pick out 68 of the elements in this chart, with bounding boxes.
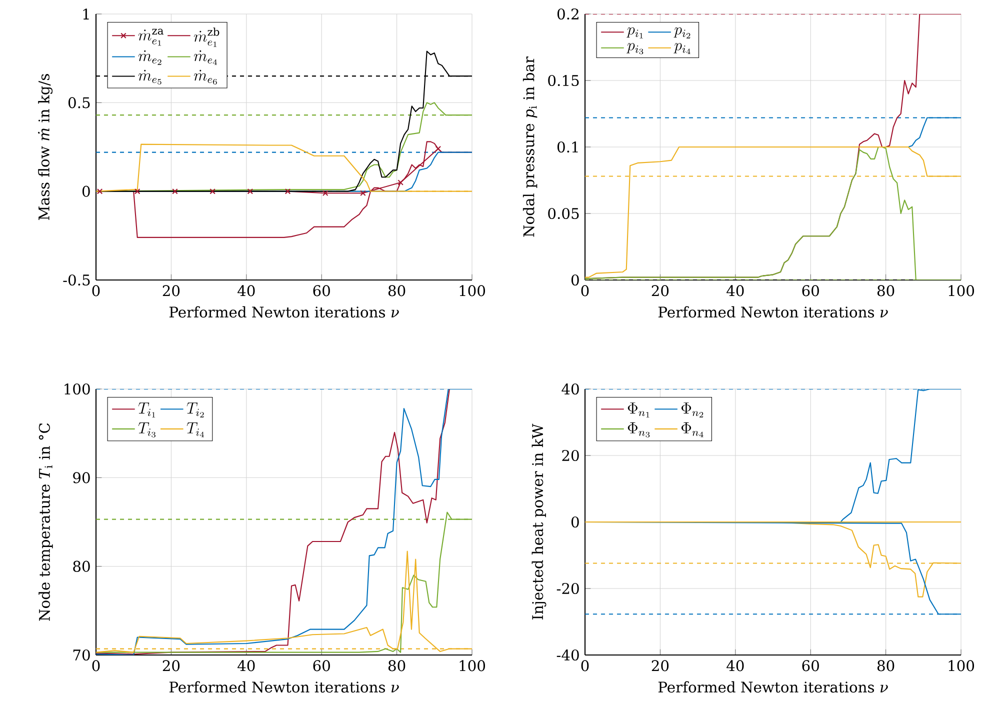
y-axis-title: Mass flow ṁ in kg/s bbox=[38, 74, 53, 220]
x-tick-label: 100 bbox=[460, 660, 486, 672]
x-axis-title: Performed Newton iterations ν bbox=[658, 306, 888, 318]
y-tick-label: 80 bbox=[73, 560, 90, 572]
legend-label: $\dot{m}_{e_6}$ bbox=[194, 70, 217, 85]
x-tick-label: 100 bbox=[948, 285, 974, 296]
x-tick-label: 40 bbox=[238, 285, 255, 296]
y-tick-label: 90 bbox=[73, 472, 90, 484]
x-tick-label: 80 bbox=[388, 285, 406, 296]
x-tick-label: 0 bbox=[581, 285, 589, 296]
y-axis-title: Injected heat power in kW bbox=[532, 424, 546, 620]
x-tick-label: 40 bbox=[726, 285, 744, 296]
x-axis-title: Performed Newton iterations ν bbox=[658, 681, 888, 693]
x-axis-title: Performed Newton iterations ν bbox=[169, 306, 399, 318]
y-tick-label: 1 bbox=[83, 8, 89, 20]
legend-label: $\dot{m}_{e_1}^{\mathrm{zb}}$ bbox=[194, 28, 220, 47]
y-tick-label: 0.5 bbox=[68, 97, 90, 108]
x-tick-label: 100 bbox=[948, 660, 974, 672]
legend-label: $T_{i_3}$ bbox=[138, 422, 156, 438]
legend-label: $T_{i_2}$ bbox=[186, 402, 204, 418]
x-tick-label: 40 bbox=[726, 660, 744, 672]
y-tick-label: 0 bbox=[571, 274, 579, 286]
legend-label: $\Phi_{n_4}$ bbox=[681, 422, 704, 438]
y-tick-label: 0.2 bbox=[557, 8, 578, 20]
y-axis-title: Nodal pressure p$_{i}$ in bar bbox=[522, 56, 538, 237]
y-tick-label: 0 bbox=[571, 516, 579, 528]
y-tick-label: 20 bbox=[562, 450, 579, 462]
x-tick-label: 20 bbox=[162, 660, 180, 672]
legend-label: $T_{i_4}$ bbox=[186, 422, 204, 438]
legend-label: $\dot{m}_{e_1}^{\mathrm{za}}$ bbox=[138, 28, 164, 46]
y-axis-title: Node temperature T$_{i}$ in °C bbox=[38, 423, 53, 621]
y-tick-label: 100 bbox=[64, 383, 90, 395]
legend-label: $T_{i_1}$ bbox=[138, 402, 156, 418]
y-tick-label: -20 bbox=[556, 582, 579, 594]
x-tick-label: 40 bbox=[238, 660, 255, 672]
y-tick-label: 70 bbox=[73, 649, 90, 661]
legend-label: $\Phi_{n_1}$ bbox=[628, 402, 650, 418]
x-tick-label: 0 bbox=[92, 285, 100, 296]
legend-label: $\Phi_{n_2}$ bbox=[681, 402, 704, 418]
x-tick-label: 80 bbox=[877, 285, 894, 296]
x-tick-label: 60 bbox=[313, 660, 330, 672]
y-tick-label: -0.5 bbox=[63, 274, 90, 286]
x-tick-label: 60 bbox=[313, 285, 330, 296]
y-tick-label: 40 bbox=[562, 383, 579, 395]
legend-label: $p_{i_1}$ bbox=[626, 27, 643, 38]
legend-label: $\dot{m}_{e_5}$ bbox=[138, 70, 162, 85]
y-tick-label: 0.1 bbox=[557, 141, 578, 153]
x-tick-label: 80 bbox=[388, 660, 406, 672]
y-tick-label: 0.05 bbox=[548, 208, 579, 220]
x-axis-title: Performed Newton iterations ν bbox=[169, 681, 399, 693]
legend-label: $p_{i_4}$ bbox=[674, 43, 690, 54]
legend-label: $p_{i_2}$ bbox=[674, 27, 690, 38]
legend-label: $\dot{m}_{e_2}$ bbox=[138, 50, 162, 65]
x-tick-label: 20 bbox=[162, 285, 180, 296]
legend-label: $p_{i_3}$ bbox=[626, 43, 644, 54]
x-tick-label: 100 bbox=[460, 285, 486, 296]
x-tick-label: 0 bbox=[92, 660, 100, 672]
x-tick-label: 20 bbox=[652, 660, 669, 672]
legend-label: $\dot{m}_{e_4}$ bbox=[194, 50, 218, 65]
x-tick-label: 0 bbox=[581, 660, 589, 672]
y-tick-label: 0 bbox=[82, 186, 90, 197]
x-tick-label: 20 bbox=[652, 285, 669, 296]
x-tick-label: 60 bbox=[802, 285, 819, 296]
y-tick-label: 0.15 bbox=[548, 74, 579, 86]
x-tick-label: 80 bbox=[877, 660, 894, 672]
legend-label: $\Phi_{n_3}$ bbox=[628, 422, 650, 438]
y-tick-label: -40 bbox=[556, 649, 579, 661]
x-tick-label: 60 bbox=[802, 660, 819, 672]
